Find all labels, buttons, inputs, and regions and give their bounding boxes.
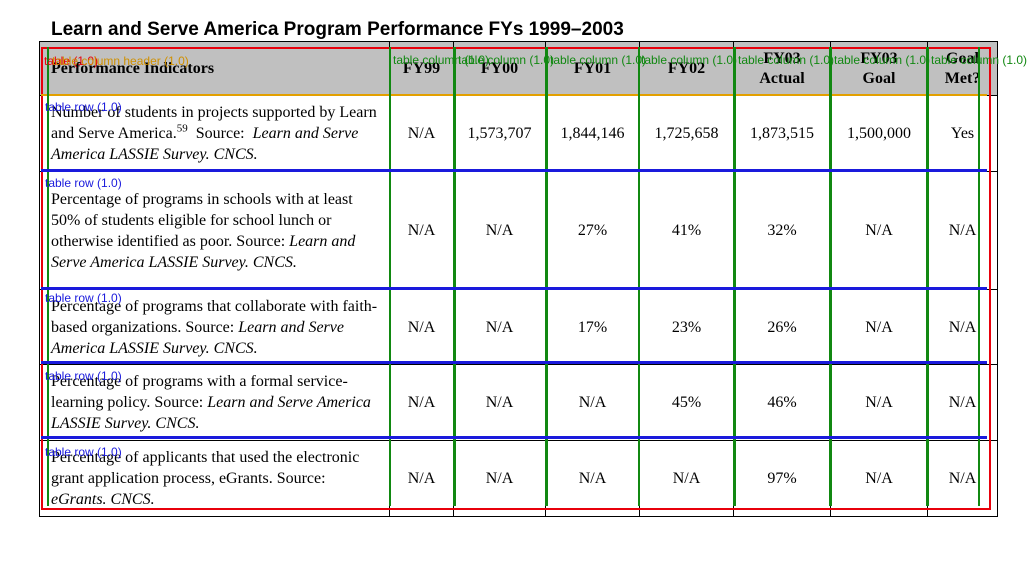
value-cell: N/A	[453, 364, 546, 441]
value-cell: 1,873,515	[733, 95, 831, 172]
row-detection-label: table row (1.0)	[45, 369, 122, 383]
value-cell: 32%	[733, 171, 831, 290]
header-fy02: FY02	[639, 41, 734, 96]
value-cell: 1,725,658	[639, 95, 734, 172]
indicator-cell: Percentage of applicants that used the e…	[39, 440, 390, 517]
value-cell: 46%	[733, 364, 831, 441]
value-cell: 97%	[733, 440, 831, 517]
row-detection-label: table row (1.0)	[45, 445, 122, 459]
column-detection-label: table column (1.0)	[393, 53, 490, 67]
value-cell: 26%	[733, 289, 831, 365]
table-row: Percentage of programs that collaborate …	[39, 289, 998, 365]
value-cell: N/A	[453, 440, 546, 517]
value-cell: N/A	[830, 289, 928, 365]
value-cell: N/A	[830, 364, 928, 441]
value-cell: N/A	[927, 171, 998, 290]
header-fy99: FY99	[389, 41, 454, 96]
value-cell: 27%	[545, 171, 640, 290]
indicator-cell: Number of students in projects supported…	[39, 95, 390, 172]
value-cell: N/A	[453, 289, 546, 365]
indicator-cell: Percentage of programs that collaborate …	[39, 289, 390, 365]
value-cell: 17%	[545, 289, 640, 365]
value-cell: N/A	[389, 289, 454, 365]
value-cell: 1,573,707	[453, 95, 546, 172]
header-row: Performance Indicators FY99 FY00 FY01 FY…	[39, 41, 998, 96]
value-cell: N/A	[830, 440, 928, 517]
table-row: Percentage of applicants that used the e…	[39, 440, 998, 517]
column-detection-label: table column (1.0)	[738, 53, 835, 67]
value-cell: 1,500,000	[830, 95, 928, 172]
value-cell: Yes	[927, 95, 998, 172]
row-detection-label: table row (1.0)	[45, 176, 122, 190]
value-cell: N/A	[927, 440, 998, 517]
value-cell: N/A	[453, 171, 546, 290]
value-cell: N/A	[927, 289, 998, 365]
header-detection-label: table column header (1.0)	[52, 54, 189, 68]
source-text: Learn and Serve America LASSIE Survey. C…	[51, 125, 359, 163]
column-detection-label: table column (1.0)	[550, 53, 647, 67]
header-fy01: FY01	[545, 41, 640, 96]
value-cell: N/A	[545, 440, 640, 517]
value-cell: N/A	[830, 171, 928, 290]
header-performance-indicators: Performance Indicators	[39, 41, 390, 96]
footnote-marker: 59	[176, 122, 188, 135]
source-text: Learn and Serve America LASSIE Survey. C…	[51, 394, 371, 432]
column-detection-label: table column (1.0)	[834, 53, 931, 67]
value-cell: 41%	[639, 171, 734, 290]
value-cell: N/A	[639, 440, 734, 517]
column-detection-label: table column (1.0)	[458, 53, 555, 67]
source-text: eGrants. CNCS.	[51, 491, 155, 508]
value-cell: N/A	[927, 364, 998, 441]
value-cell: N/A	[389, 440, 454, 517]
column-detection-label: table column (1.0)	[641, 53, 738, 67]
table-detection-label: table (1.0)	[44, 54, 99, 68]
table-row: Number of students in projects supported…	[39, 95, 998, 172]
document-title: Learn and Serve America Program Performa…	[51, 19, 624, 40]
value-cell: 1,844,146	[545, 95, 640, 172]
value-cell: N/A	[389, 364, 454, 441]
performance-table: Performance Indicators FY99 FY00 FY01 FY…	[39, 41, 998, 517]
source-text: Learn and Serve America LASSIE Survey. C…	[51, 232, 356, 271]
source-text: Learn and Serve America LASSIE Survey. C…	[51, 318, 344, 357]
value-cell: N/A	[545, 364, 640, 441]
column-detection-label: table column (1.0)	[931, 53, 1028, 67]
header-fy03-actual: FY03 Actual	[733, 41, 831, 96]
table-row: Percentage of programs in schools with a…	[39, 171, 998, 290]
row-detection-label: table row (1.0)	[45, 100, 122, 114]
header-goal-met: Goal Met?	[927, 41, 998, 96]
value-cell: N/A	[389, 95, 454, 172]
value-cell: 45%	[639, 364, 734, 441]
header-fy03-goal: FY03 Goal	[830, 41, 928, 96]
value-cell: 23%	[639, 289, 734, 365]
value-cell: N/A	[389, 171, 454, 290]
table-row: Percentage of programs with a formal ser…	[39, 364, 998, 441]
header-fy00: FY00	[453, 41, 546, 96]
row-detection-label: table row (1.0)	[45, 291, 122, 305]
